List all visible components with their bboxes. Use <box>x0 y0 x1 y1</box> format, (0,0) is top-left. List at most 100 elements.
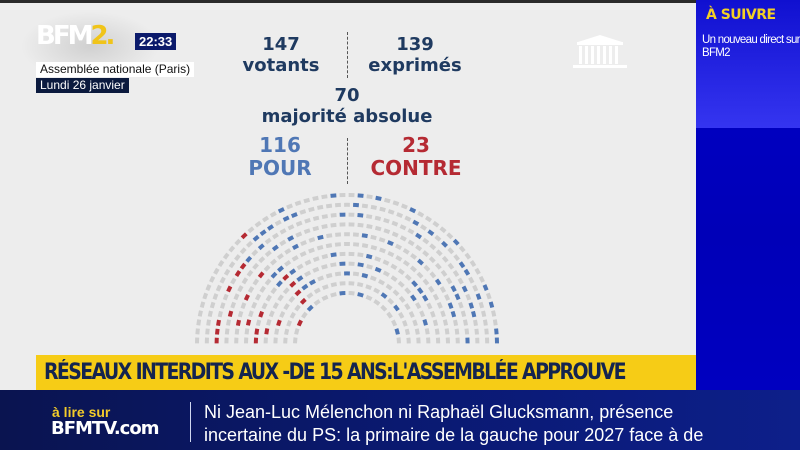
seat <box>330 282 337 288</box>
seat <box>251 301 258 309</box>
seat <box>290 212 298 218</box>
seat <box>330 222 337 228</box>
seat <box>234 328 240 335</box>
seat <box>398 295 406 303</box>
seat <box>257 271 265 279</box>
headline-text: RÉSEAUX INTERDITS AUX -DE 15 ANS:L'ASSEM… <box>44 360 627 385</box>
seat <box>392 200 400 207</box>
seat <box>441 255 449 263</box>
seat <box>254 328 260 335</box>
seat <box>396 212 404 218</box>
seat <box>357 222 364 228</box>
seat <box>264 278 272 286</box>
seat <box>254 220 262 228</box>
seat <box>408 311 415 318</box>
seat <box>404 215 412 222</box>
seat <box>321 253 329 260</box>
seat <box>441 240 449 248</box>
seat <box>321 194 328 200</box>
seat <box>217 260 225 268</box>
seat <box>422 250 430 257</box>
seat <box>434 234 442 242</box>
seat <box>258 310 265 318</box>
seat <box>361 243 369 249</box>
seat <box>415 232 423 240</box>
seat <box>252 278 260 286</box>
seat <box>237 310 244 318</box>
seat <box>288 295 296 303</box>
seat <box>262 215 270 223</box>
seat <box>469 260 477 268</box>
seat <box>321 224 328 230</box>
seat <box>264 237 272 245</box>
seat <box>216 319 221 326</box>
seat <box>454 328 460 335</box>
seat <box>379 206 386 213</box>
seat <box>357 282 364 288</box>
seat <box>279 311 286 318</box>
seat <box>385 283 393 291</box>
seat <box>255 319 262 327</box>
seat <box>461 285 468 293</box>
seat <box>271 232 279 240</box>
seat <box>424 328 430 335</box>
seat <box>283 303 290 311</box>
seat <box>463 268 471 276</box>
seat <box>299 297 307 305</box>
seat <box>366 264 373 270</box>
seat <box>404 274 412 281</box>
seat <box>474 328 479 335</box>
seat <box>289 280 297 288</box>
seat <box>295 220 303 227</box>
seat <box>366 224 373 230</box>
seat <box>411 280 418 288</box>
seat <box>222 293 229 301</box>
seat <box>226 285 233 293</box>
seat <box>247 226 255 234</box>
clock: 22:33 <box>135 33 177 50</box>
seat <box>239 262 247 270</box>
seat <box>266 319 272 326</box>
seat <box>219 276 226 284</box>
seat <box>248 310 254 318</box>
seat <box>482 319 488 326</box>
seat <box>478 275 485 283</box>
seat <box>361 233 368 239</box>
seat <box>299 250 307 258</box>
seat <box>383 228 391 235</box>
hemicycle-chart <box>195 193 499 344</box>
seat <box>334 271 342 277</box>
seat <box>390 263 398 270</box>
seat <box>391 220 399 227</box>
seat <box>263 264 271 272</box>
seat <box>404 328 410 335</box>
seat <box>439 286 447 294</box>
seat <box>317 275 325 282</box>
seat <box>224 328 230 335</box>
seat <box>464 328 470 335</box>
seat <box>217 310 223 318</box>
seat <box>395 255 403 262</box>
seat <box>429 243 437 251</box>
seat <box>415 244 423 252</box>
seat <box>271 244 279 252</box>
seat <box>471 310 477 318</box>
seat <box>230 277 237 285</box>
seat <box>357 252 364 258</box>
seat <box>417 258 424 266</box>
seat <box>272 302 279 310</box>
majorite-value: 70 <box>334 85 360 106</box>
seat <box>294 328 300 335</box>
seat <box>432 319 439 327</box>
seat <box>209 301 216 309</box>
seat <box>357 213 364 218</box>
parliament-building-icon <box>573 35 627 68</box>
seat <box>325 203 333 209</box>
seat <box>321 264 328 270</box>
seat <box>382 259 390 266</box>
seat <box>393 304 400 312</box>
seat <box>468 302 475 309</box>
seat <box>353 242 360 247</box>
seat <box>422 294 429 302</box>
seat <box>306 304 314 312</box>
